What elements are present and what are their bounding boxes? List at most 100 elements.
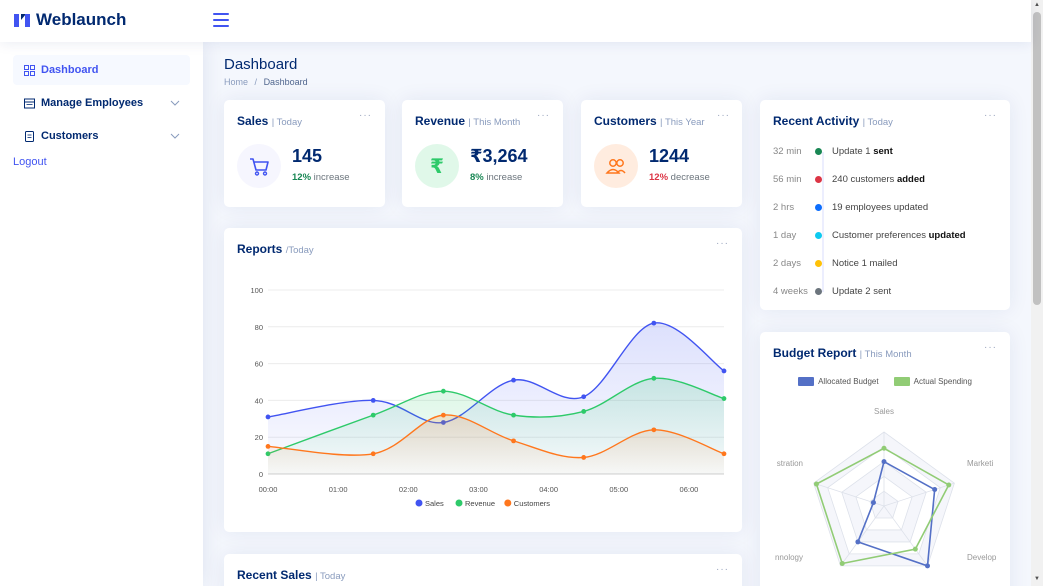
more-options-icon[interactable]: ··· <box>716 238 729 249</box>
y-tick-label: 100 <box>250 286 263 295</box>
activity-time: 56 min <box>773 173 802 185</box>
data-point-sales <box>721 368 727 374</box>
stat-icon-wrap <box>237 144 281 188</box>
logo[interactable]: Weblaunch <box>13 10 126 30</box>
x-tick-label: 00:00 <box>259 485 278 494</box>
activity-text: Update 1 sent <box>832 145 893 157</box>
more-options-icon[interactable]: ··· <box>717 110 730 121</box>
stat-change: 8% increase <box>470 172 523 183</box>
more-options-icon[interactable]: ··· <box>984 110 997 121</box>
stat-value: 145 <box>292 146 323 166</box>
card-period: | This Month <box>468 117 521 128</box>
more-options-icon[interactable]: ··· <box>984 342 997 353</box>
stat-change: 12% increase <box>292 172 350 183</box>
radar-axis-label: Marketi <box>967 459 993 468</box>
more-options-icon[interactable]: ··· <box>359 110 372 121</box>
legend-label: Revenue <box>465 499 495 508</box>
more-options-icon[interactable]: ··· <box>537 110 550 121</box>
card-title: Recent Activity | Today <box>773 114 893 128</box>
data-point-sales <box>511 377 516 383</box>
data-point-sales <box>265 414 271 420</box>
radar-axis-label: Sales <box>874 407 894 416</box>
series-area-customers <box>268 414 724 474</box>
data-point-sales <box>651 320 657 326</box>
data-point-customers <box>511 438 516 444</box>
data-point-revenue <box>440 388 446 394</box>
activity-text: Update 2 sent <box>832 285 892 297</box>
radar-point <box>839 560 845 566</box>
cart-icon <box>250 158 269 176</box>
card-title: Reports /Today <box>237 242 314 256</box>
scroll-thumb[interactable] <box>1033 12 1041 305</box>
data-point-customers <box>581 455 587 460</box>
scroll-down-icon[interactable]: ▼ <box>1034 576 1040 582</box>
card-title: Budget Report | This Month <box>773 346 912 360</box>
sales-card: Sales | Today ··· 145 12% increase <box>224 100 385 207</box>
card-period: /Today <box>285 245 314 256</box>
sidebar-item-customers[interactable]: Customers <box>13 121 190 151</box>
data-point-sales <box>581 394 587 400</box>
y-tick-label: 40 <box>255 396 263 405</box>
radar-point <box>870 500 876 506</box>
sidebar-item-dashboard[interactable]: Dashboard <box>13 55 190 85</box>
revenue-card: Revenue | This Month ··· ₹ ₹3,264 8% inc… <box>402 100 563 207</box>
data-point-revenue <box>721 396 727 401</box>
activity-text: Notice 1 mailed <box>832 257 898 269</box>
page-scrollbar[interactable]: ▲ ▼ <box>1031 0 1043 586</box>
customers-card: Customers | This Year ··· 1244 12% decre… <box>581 100 742 207</box>
stat-value: 1244 <box>649 146 690 166</box>
card-period: | Today <box>862 117 893 128</box>
radar-point <box>881 459 887 465</box>
data-point-customers <box>651 427 657 433</box>
radar-point <box>881 445 887 451</box>
budget-legend: Allocated Budget Actual Spending <box>760 377 1010 389</box>
legend-actual[interactable]: Actual Spending <box>893 377 972 386</box>
y-tick-label: 20 <box>255 433 263 442</box>
y-tick-label: 80 <box>255 323 263 332</box>
journal-icon <box>25 130 34 142</box>
chevron-down-icon <box>170 133 180 139</box>
legend-label: Sales <box>425 499 444 508</box>
card-title: Sales | Today <box>237 114 302 128</box>
legend-label: Customers <box>514 499 551 508</box>
menu-toggle-icon[interactable] <box>213 13 229 27</box>
radar-spoke <box>883 482 955 507</box>
recent-sales-card: Recent Sales | Today ··· <box>224 554 742 586</box>
radar-point <box>946 482 952 488</box>
radar-point <box>912 546 918 552</box>
logout-link[interactable]: Logout <box>13 156 47 168</box>
more-options-icon[interactable]: ··· <box>716 564 729 575</box>
stat-icon-wrap <box>594 144 638 188</box>
radar-spoke <box>840 505 885 567</box>
legend-allocated[interactable]: Allocated Budget <box>798 377 879 386</box>
activity-time: 4 weeks <box>773 285 808 297</box>
data-point-customers <box>440 412 446 418</box>
scroll-up-icon[interactable]: ▲ <box>1034 2 1040 8</box>
timeline-line <box>822 152 824 292</box>
budget-radar-chart: Sales Marketi Develop nnology stration <box>775 407 997 569</box>
radar-axis-label: stration <box>777 459 803 468</box>
data-point-customers <box>721 451 727 457</box>
people-icon <box>605 159 626 174</box>
recent-activity-card: Recent Activity | Today ··· 32 min Update… <box>760 100 1010 310</box>
x-tick-label: 01:00 <box>329 485 348 494</box>
stat-change: 12% decrease <box>649 172 710 183</box>
reports-card: Reports /Today ··· 0 20 40 60 80 100 00:00 01:0… <box>224 228 742 532</box>
activity-item: 4 weeks Update 2 sent <box>773 284 891 298</box>
sidebar-item-manage-employees[interactable]: Manage Employees <box>13 88 190 118</box>
activity-time: 2 hrs <box>773 201 795 213</box>
logo-icon <box>14 13 30 27</box>
data-point-revenue <box>651 375 657 381</box>
data-point-revenue <box>511 412 516 418</box>
top-header: Weblaunch <box>0 0 1031 42</box>
activity-item: 32 min Update 1 sent <box>773 144 893 158</box>
radar-axis-label: nnology <box>775 553 803 562</box>
activity-item: 1 day Customer preferences updated <box>773 228 966 242</box>
breadcrumb-home[interactable]: Home <box>224 77 249 87</box>
activity-item: 56 min 240 customers added <box>773 172 925 186</box>
y-tick-label: 0 <box>259 470 263 479</box>
breadcrumb-separator: / <box>254 77 258 87</box>
radar-point <box>924 563 930 569</box>
activity-dot-icon <box>815 231 822 239</box>
menu-button-icon <box>24 98 35 108</box>
